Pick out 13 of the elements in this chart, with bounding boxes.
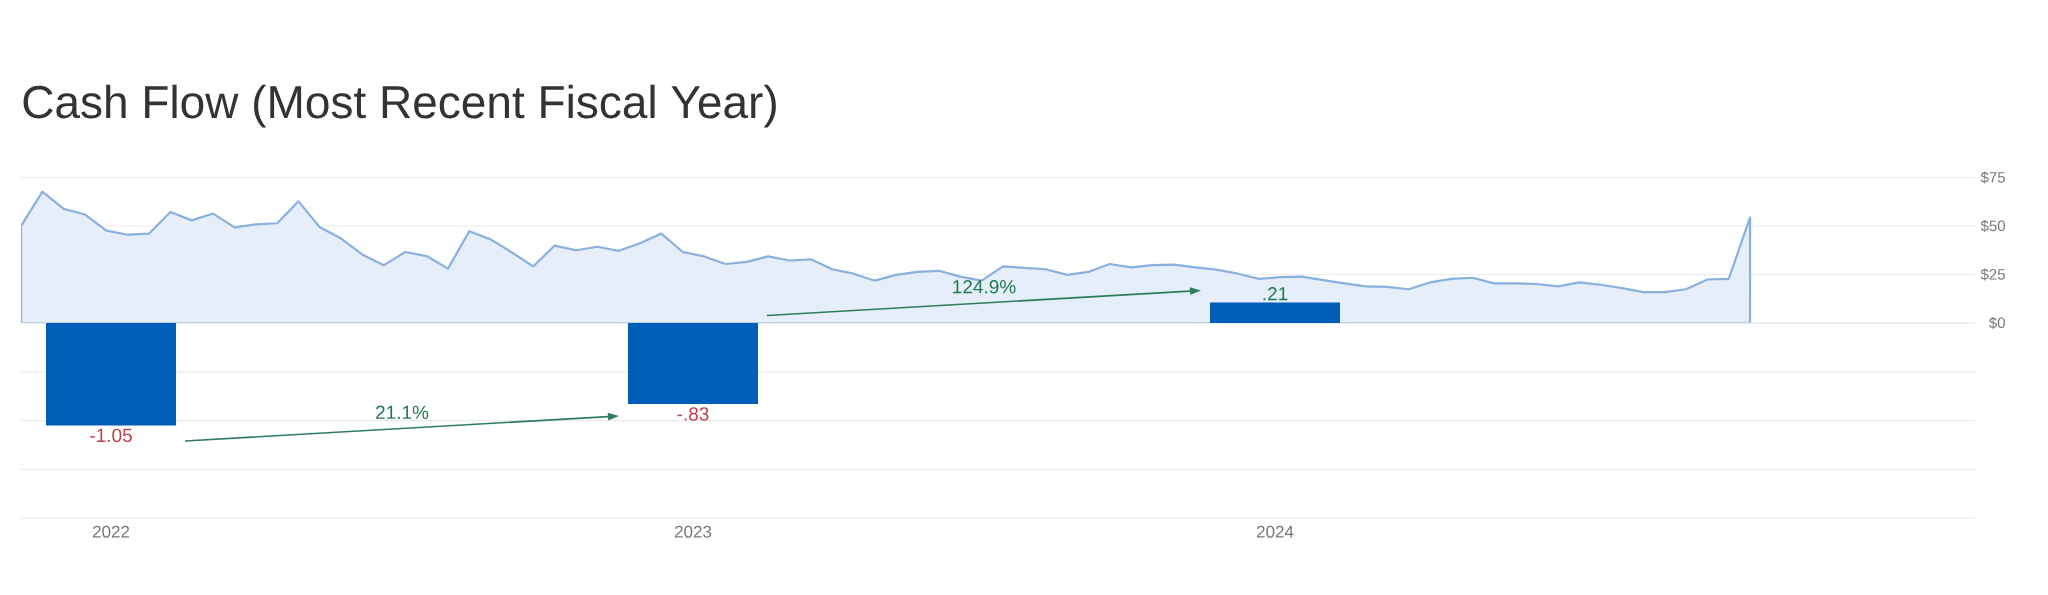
- y-tick-label: $25: [1980, 268, 2005, 281]
- y-tick-label: $0: [1989, 316, 2005, 330]
- annotation: 21.1%: [376, 405, 429, 419]
- data-label: -.83: [677, 407, 709, 421]
- x-tick-label: 2022: [92, 525, 130, 538]
- x-tick-label: 2023: [674, 525, 712, 538]
- x-tick-label: 2024: [1256, 525, 1294, 538]
- annotation: 124.9%: [953, 280, 1016, 294]
- y-tick-label: $75: [1980, 171, 2005, 184]
- data-label: -1.05: [90, 428, 132, 443]
- y-tick-label: $50: [1980, 219, 2005, 233]
- chart-title: Cash Flow (Most Recent Fiscal Year): [23, 84, 776, 128]
- data-label: .21: [1263, 287, 1288, 301]
